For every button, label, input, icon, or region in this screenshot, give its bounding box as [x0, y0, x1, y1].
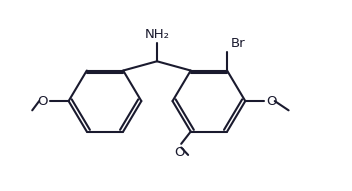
Text: O: O [266, 95, 277, 108]
Text: NH₂: NH₂ [144, 28, 169, 41]
Text: O: O [37, 95, 48, 108]
Text: O: O [174, 146, 185, 159]
Text: Br: Br [231, 37, 245, 50]
